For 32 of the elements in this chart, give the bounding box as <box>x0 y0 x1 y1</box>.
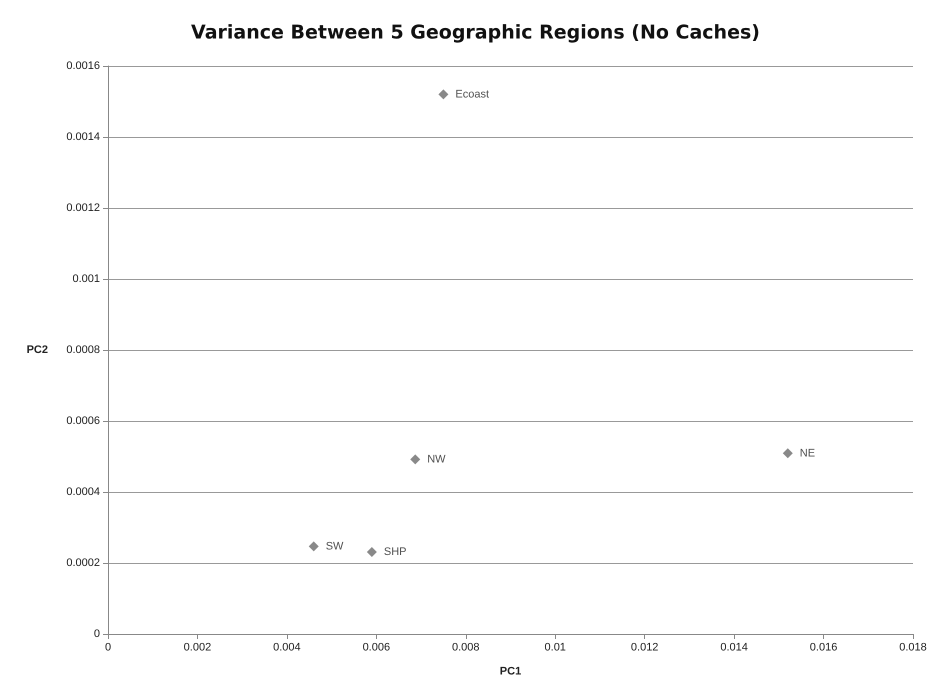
x-tick-label: 0.016 <box>810 642 838 654</box>
annotation: SW <box>326 540 344 552</box>
x-axis-title: PC1 <box>500 666 522 678</box>
x-tick-label: 0.014 <box>720 642 748 654</box>
annotation: Ecoast <box>455 88 490 100</box>
x-tick-label: 0.008 <box>452 642 480 654</box>
y-tick-label: 0.0014 <box>66 131 100 143</box>
x-tick-label: 0.004 <box>273 642 301 654</box>
y-axis-title: PC2 <box>26 344 48 356</box>
x-tick-label: 0.006 <box>362 642 390 654</box>
y-tick-label: 0.0008 <box>66 344 100 356</box>
x-tick-label: 0.018 <box>899 642 927 654</box>
y-tick-label: 0.0012 <box>66 202 100 214</box>
x-tick-label: 0.002 <box>184 642 212 654</box>
y-tick-label: 0 <box>94 628 100 640</box>
y-tick-label: 0.0006 <box>66 415 100 427</box>
y-tick-label: 0.0002 <box>66 557 100 569</box>
x-tick-label: 0 <box>104 642 112 654</box>
annotation: SHP <box>384 546 406 558</box>
y-tick-label: 0.0004 <box>66 486 100 498</box>
annotation: NW <box>427 453 446 466</box>
chart-title: Variance Between 5 Geographic Regions (No Caches) <box>191 22 760 44</box>
y-tick-label: 0.0016 <box>66 60 100 72</box>
point <box>308 541 319 552</box>
x-tick-label: 0.01 <box>544 642 566 654</box>
point <box>782 448 793 458</box>
point <box>410 454 420 464</box>
point <box>438 89 448 100</box>
y-tick-label: 0.001 <box>72 273 100 285</box>
annotation: NE <box>800 447 816 460</box>
point <box>366 546 377 557</box>
x-tick-label: 0.012 <box>630 642 658 654</box>
